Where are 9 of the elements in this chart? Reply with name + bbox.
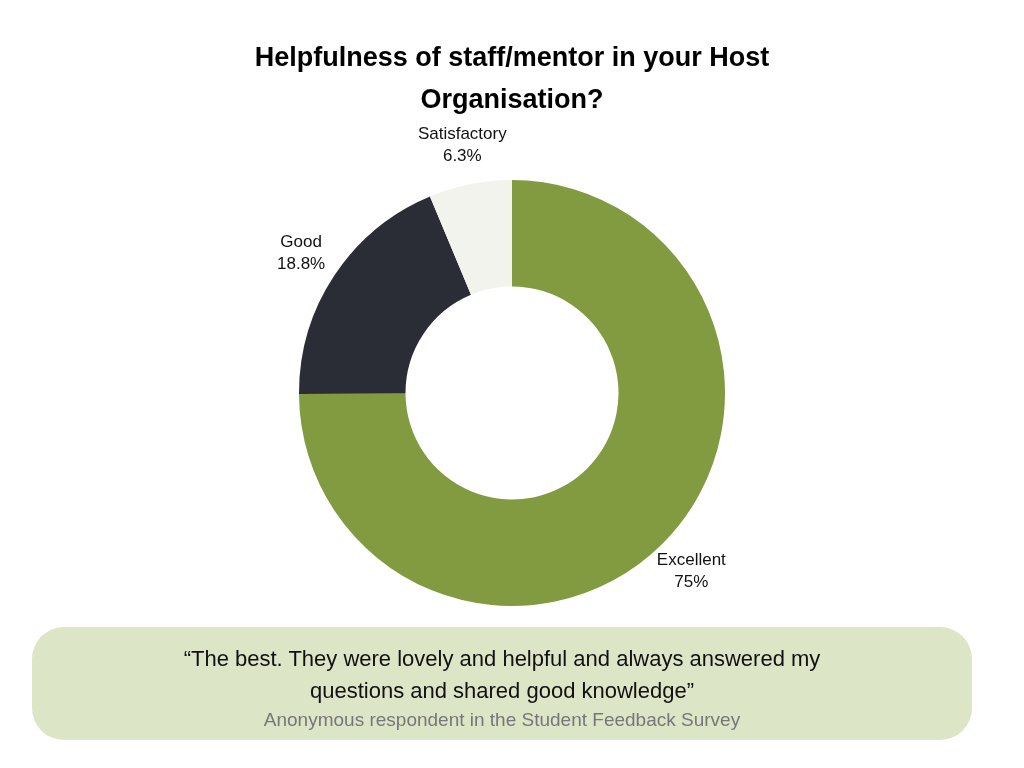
slice-label: Satisfactory bbox=[417, 123, 508, 143]
data-label: 75% bbox=[674, 572, 709, 592]
text: Anonymous respondent in the Student Feedback Survey bbox=[262, 709, 742, 731]
slice-label: Excellent bbox=[656, 550, 727, 570]
text: “The best. They were lovely and helpful and always answered my questions and shared good knowledge” bbox=[182, 645, 822, 705]
chart-title: Helpfulness of staff/mentor in your Host Organisation? bbox=[253, 41, 771, 116]
slice-label: Good bbox=[280, 231, 322, 251]
data-label: 18.8% bbox=[277, 253, 326, 273]
data-label: 6.3% bbox=[442, 145, 482, 165]
